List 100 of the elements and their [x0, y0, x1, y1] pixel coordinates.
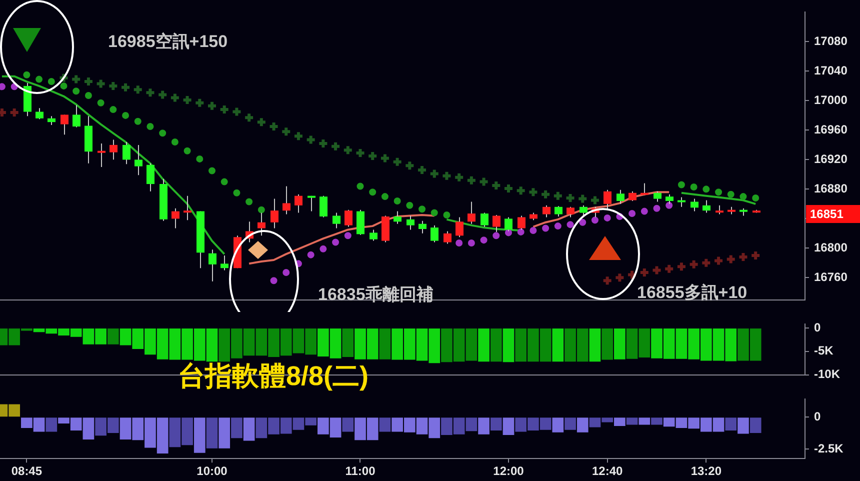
- annotation: 16835乖離回補: [318, 284, 434, 306]
- annotation: 16985空訊+150: [108, 31, 228, 53]
- point: [132, 84, 144, 96]
- point: [184, 147, 191, 154]
- candlestick: [172, 208, 180, 229]
- candlestick: [616, 189, 624, 204]
- point: [577, 193, 588, 204]
- point: [515, 185, 526, 196]
- point: [258, 206, 265, 214]
- point: [430, 209, 438, 216]
- point: [456, 240, 463, 247]
- annotation: 16855多訊+10: [637, 282, 748, 304]
- point: [604, 214, 611, 222]
- candlestick: [604, 189, 612, 210]
- candlestick: [146, 162, 154, 192]
- candlestick: [678, 196, 686, 208]
- candlestick: [444, 230, 452, 244]
- point: [369, 188, 376, 196]
- point: [492, 232, 500, 240]
- candlestick: [702, 200, 710, 214]
- candlestick: [542, 204, 550, 218]
- y-tick-label: 0: [814, 320, 821, 334]
- point: [144, 87, 156, 98]
- point: [678, 181, 685, 188]
- point: [95, 78, 106, 90]
- candlestick: [406, 215, 414, 230]
- text: 16851: [806, 205, 860, 223]
- x-tick-label: 12:00: [493, 464, 524, 478]
- point: [305, 134, 316, 146]
- point: [159, 130, 166, 137]
- x-tick-label: 13:20: [690, 464, 722, 478]
- point: [134, 118, 142, 125]
- candlestick: [294, 194, 302, 214]
- point: [280, 126, 292, 138]
- candlestick: [208, 249, 216, 282]
- point: [256, 116, 267, 128]
- candlestick: [344, 209, 352, 228]
- point: [70, 74, 82, 85]
- point: [169, 92, 180, 104]
- y-tick-label: 16880: [814, 181, 848, 196]
- y-tick-label: -5K: [814, 344, 834, 358]
- point: [651, 264, 662, 276]
- point: [194, 97, 206, 108]
- point: [466, 174, 477, 186]
- candlestick: [430, 224, 438, 243]
- point: [356, 182, 364, 190]
- point: [332, 238, 340, 246]
- point: [60, 82, 68, 90]
- point: [206, 100, 218, 112]
- candlestick: [580, 204, 588, 216]
- point: [727, 190, 734, 198]
- y-tick-label: -2.5K: [814, 441, 844, 456]
- candlestick: [134, 144, 142, 176]
- point: [468, 240, 475, 247]
- point: [406, 202, 414, 209]
- point: [517, 228, 524, 236]
- candlestick: [690, 198, 698, 212]
- point: [36, 76, 43, 83]
- candlestick: [456, 216, 464, 238]
- point: [478, 176, 490, 188]
- candlestick: [36, 108, 44, 120]
- point: [379, 152, 390, 164]
- y-tick-label: 17040: [814, 64, 848, 78]
- point: [404, 160, 416, 172]
- point: [702, 186, 710, 193]
- point: [282, 269, 290, 276]
- point: [307, 251, 314, 258]
- candlestick: [418, 220, 426, 234]
- point: [725, 254, 736, 265]
- candlestick: [394, 210, 402, 224]
- point: [554, 222, 562, 230]
- point: [443, 211, 450, 218]
- candlestick: [492, 214, 500, 232]
- point: [367, 150, 378, 162]
- point: [688, 258, 700, 270]
- point: [220, 178, 228, 186]
- candlestick: [220, 255, 228, 271]
- point: [542, 224, 550, 232]
- point: [505, 229, 512, 236]
- point: [342, 144, 354, 156]
- x-tick-label: 11:00: [345, 464, 376, 478]
- point: [244, 112, 255, 124]
- candlestick: [122, 141, 130, 165]
- point: [233, 189, 240, 196]
- y-tick-label: 0: [814, 409, 821, 424]
- candlestick: [320, 195, 328, 218]
- y-tick-label: 16800: [814, 240, 848, 254]
- point: [591, 216, 598, 224]
- candlestick: [566, 206, 574, 218]
- x-tick-label: 08:45: [11, 464, 42, 478]
- point: [653, 204, 660, 212]
- point: [552, 190, 564, 202]
- point: [566, 221, 574, 228]
- point: [146, 123, 154, 130]
- point: [196, 155, 204, 162]
- point: [540, 188, 552, 200]
- point: [602, 275, 613, 286]
- point: [666, 202, 673, 209]
- point: [490, 180, 502, 191]
- x-tick-label: 10:00: [196, 464, 228, 478]
